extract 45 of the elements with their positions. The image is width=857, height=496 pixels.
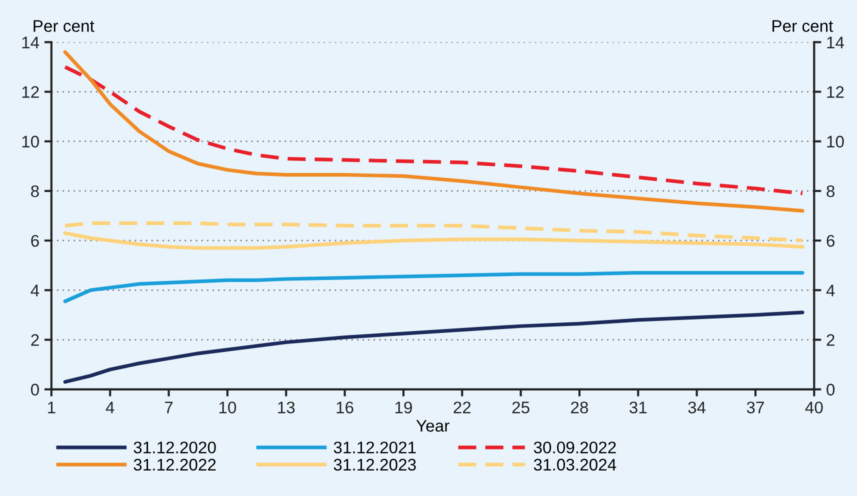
y-tick-label: 2 bbox=[31, 334, 39, 346]
y-tick-label: 14 bbox=[22, 36, 40, 48]
x-tick-label: 31 bbox=[630, 402, 647, 414]
x-tick-label: 13 bbox=[278, 402, 295, 414]
legend-label: 31.12.2023 bbox=[334, 458, 416, 471]
y2-tick-label: 14 bbox=[827, 36, 844, 48]
x-tick-label: 25 bbox=[512, 402, 530, 414]
y2-axis-title: Per cent bbox=[772, 20, 834, 32]
x-tick-label: 28 bbox=[571, 402, 588, 414]
x-tick-label: 7 bbox=[164, 402, 173, 414]
line-series bbox=[63, 231, 804, 250]
line-series bbox=[63, 50, 804, 213]
x-tick-label: 40 bbox=[805, 402, 823, 414]
y-tick-label: 8 bbox=[31, 185, 39, 198]
x-tick-label: 22 bbox=[454, 402, 471, 414]
y-tick-label: 0 bbox=[30, 384, 39, 396]
line-series bbox=[63, 270, 804, 304]
y2-tick-label: 0 bbox=[826, 384, 835, 396]
y-axis-title: Per cent bbox=[34, 20, 94, 32]
y-tick-label: 6 bbox=[31, 234, 39, 247]
line-series bbox=[63, 310, 804, 384]
y2-tick-label: 10 bbox=[827, 136, 844, 148]
y-tick-label: 10 bbox=[22, 136, 39, 148]
legend-label: 31.12.2020 bbox=[134, 442, 216, 454]
y2-tick-label: 4 bbox=[826, 284, 835, 296]
line-series bbox=[63, 221, 804, 242]
x-tick-label: 37 bbox=[746, 402, 764, 414]
y2-tick-label: 6 bbox=[826, 234, 834, 247]
y2-tick-label: 8 bbox=[826, 185, 834, 198]
x-tick-label: 4 bbox=[106, 402, 114, 414]
x-tick-label: 10 bbox=[219, 402, 236, 414]
x-axis-title: Year bbox=[416, 420, 450, 432]
y-tick-label: 12 bbox=[22, 86, 39, 98]
y-tick-label: 4 bbox=[30, 284, 40, 296]
x-tick-label: 16 bbox=[336, 402, 354, 414]
x-tick-label: 19 bbox=[395, 402, 412, 414]
y2-tick-label: 2 bbox=[826, 334, 834, 346]
legend-label: 31.12.2022 bbox=[134, 458, 216, 471]
y2-tick-label: 12 bbox=[827, 86, 844, 98]
legend-label: 31.03.2024 bbox=[534, 458, 616, 471]
legend-label: 30.09.2022 bbox=[534, 442, 616, 454]
x-tick-label: 1 bbox=[48, 402, 56, 414]
line-series bbox=[63, 65, 804, 196]
legend-label: 31.12.2021 bbox=[334, 442, 416, 454]
x-tick-label: 34 bbox=[688, 402, 706, 414]
